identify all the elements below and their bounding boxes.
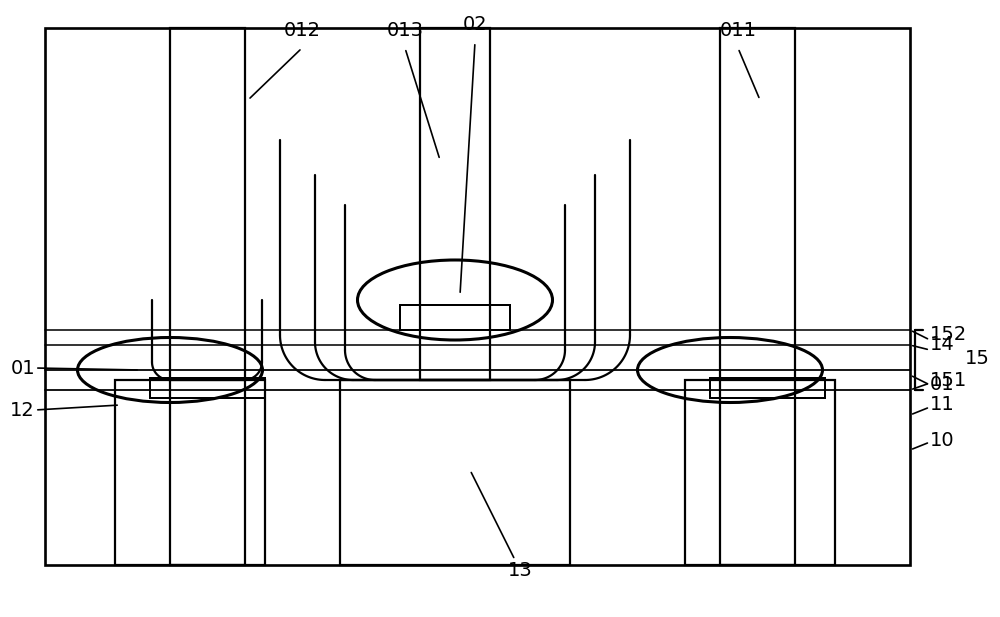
Text: 01: 01 [10,358,35,378]
Bar [150,378,265,398]
Bar [720,28,795,565]
Bar [685,380,835,565]
Text: 013: 013 [386,20,424,39]
Text: 15: 15 [965,349,990,368]
Bar [45,28,910,565]
Text: 011: 011 [720,20,757,39]
Text: 152: 152 [930,326,967,344]
Bar [710,378,825,398]
Text: 14: 14 [930,336,955,355]
Text: 02: 02 [463,15,487,35]
Text: 13: 13 [508,560,532,579]
Bar [170,28,245,565]
Text: 12: 12 [10,400,35,420]
Text: 012: 012 [284,20,320,39]
Text: 01: 01 [930,376,955,394]
Bar [400,305,510,330]
Bar [340,380,570,565]
Text: 151: 151 [930,370,967,389]
Bar [115,380,265,565]
Text: 10: 10 [930,431,955,450]
Bar [420,28,490,380]
Text: 11: 11 [930,395,955,415]
